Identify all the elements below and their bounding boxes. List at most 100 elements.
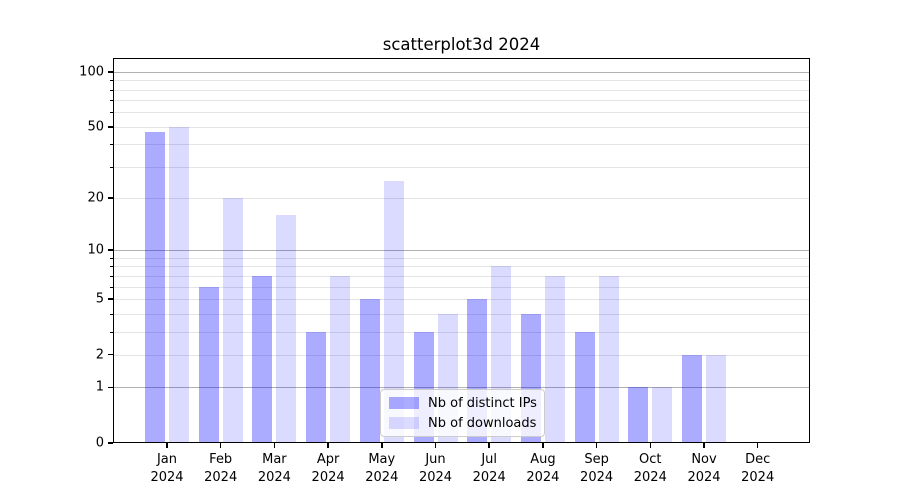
- minor-gridline: [113, 266, 810, 268]
- bar-downloads-mar: [276, 215, 297, 443]
- x-tick-label: Aug 2024: [508, 451, 578, 486]
- x-tick-label: Sep 2024: [562, 451, 632, 486]
- bar-distinct-ips-sep: [574, 331, 595, 443]
- y-tick-label: 20: [87, 190, 104, 206]
- y-tick-mark: [108, 298, 113, 300]
- legend: Nb of distinct IPs Nb of downloads: [380, 389, 545, 437]
- x-tick-label: Mar 2024: [239, 451, 309, 486]
- bar-distinct-ips-may: [359, 298, 380, 443]
- x-tick-mark: [756, 443, 759, 448]
- x-label-month: Oct: [639, 452, 662, 467]
- x-label-year: 2024: [526, 469, 560, 485]
- y-minor-tick-mark: [110, 286, 113, 288]
- x-tick-label: May 2024: [347, 451, 417, 486]
- bar-distinct-ips-nov: [682, 354, 702, 443]
- x-tick-mark: [542, 443, 544, 448]
- x-label-month: Jul: [481, 452, 498, 467]
- y-tick-label: 10: [87, 242, 104, 258]
- gridline: [113, 71, 810, 73]
- minor-gridline: [113, 257, 810, 259]
- minor-gridline: [113, 313, 810, 315]
- x-label-year: 2024: [257, 469, 291, 485]
- gridline: [113, 126, 810, 128]
- y-minor-tick-mark: [110, 166, 113, 168]
- x-tick-label: Nov 2024: [669, 451, 739, 486]
- legend-label: Nb of downloads: [428, 415, 537, 431]
- x-tick-mark: [595, 443, 598, 448]
- x-label-year: 2024: [687, 469, 721, 485]
- y-minor-tick-mark: [110, 100, 113, 102]
- x-label-year: 2024: [150, 469, 184, 485]
- bar-downloads-feb: [222, 198, 243, 443]
- y-tick-mark: [108, 386, 113, 388]
- bar-downloads-oct: [652, 387, 673, 443]
- minor-gridline: [113, 144, 810, 146]
- y-tick-label: 1: [95, 379, 104, 395]
- x-label-month: Apr: [316, 452, 340, 467]
- bar-downloads-apr: [330, 275, 351, 443]
- y-minor-tick-mark: [110, 331, 113, 333]
- legend-row: Nb of downloads: [389, 416, 536, 431]
- x-label-month: Jun: [425, 452, 446, 467]
- x-label-year: 2024: [311, 469, 345, 485]
- minor-gridline: [113, 331, 810, 333]
- x-label-year: 2024: [204, 469, 238, 485]
- bar-downloads-nov: [706, 354, 726, 443]
- y-minor-tick-mark: [110, 266, 113, 268]
- y-tick-label: 5: [95, 291, 104, 307]
- x-label-month: Sep: [584, 452, 609, 467]
- y-minor-tick-mark: [110, 275, 113, 277]
- minor-gridline: [113, 89, 810, 91]
- y-tick-label: 0: [95, 435, 104, 451]
- chart-title: scatterplot3d 2024: [382, 35, 541, 54]
- bar-distinct-ips-apr: [306, 331, 327, 443]
- gridline: [113, 250, 810, 252]
- x-tick-label: Feb 2024: [186, 451, 256, 486]
- y-tick-label: 100: [79, 64, 104, 80]
- bar-distinct-ips-feb: [198, 286, 219, 443]
- legend-row: Nb of distinct IPs: [389, 396, 537, 411]
- x-tick-label: Jul 2024: [454, 451, 524, 486]
- gridline: [113, 298, 810, 300]
- x-label-month: Aug: [530, 452, 556, 467]
- x-tick-mark: [703, 443, 705, 448]
- x-tick-label: Jan 2024: [132, 451, 202, 486]
- x-tick-mark: [273, 443, 276, 448]
- minor-gridline: [113, 100, 810, 102]
- minor-gridline: [113, 112, 810, 114]
- legend-swatch-distinct-ips: [389, 397, 419, 409]
- y-tick-mark: [108, 249, 113, 251]
- gridline: [113, 198, 810, 200]
- y-tick-mark: [108, 442, 113, 444]
- x-label-month: Mar: [262, 452, 287, 467]
- minor-gridline: [113, 275, 810, 277]
- x-label-year: 2024: [418, 469, 453, 485]
- x-tick-label: Oct 2024: [615, 451, 685, 486]
- x-tick-mark: [434, 443, 437, 448]
- x-label-month: Nov: [691, 452, 717, 467]
- x-label-year: 2024: [365, 469, 399, 485]
- x-tick-label: Jun 2024: [401, 451, 471, 486]
- y-tick-mark: [108, 353, 113, 356]
- x-label-month: Jan: [156, 452, 178, 467]
- x-label-month: May: [368, 452, 396, 467]
- y-minor-tick-mark: [110, 80, 113, 82]
- y-tick-mark: [108, 71, 113, 73]
- bar-downloads-jan: [169, 126, 189, 443]
- x-tick-mark: [649, 443, 652, 448]
- x-tick-mark: [381, 443, 383, 448]
- y-minor-tick-mark: [110, 89, 113, 91]
- x-label-year: 2024: [580, 469, 614, 485]
- bar-downloads-aug: [544, 275, 565, 443]
- bar-downloads-may: [383, 180, 404, 443]
- y-minor-tick-mark: [110, 112, 113, 114]
- x-tick-mark: [219, 443, 222, 448]
- x-tick-label: Apr 2024: [293, 451, 363, 486]
- x-label-month: Dec: [745, 452, 771, 467]
- x-tick-mark: [166, 443, 168, 448]
- gridline: [113, 387, 810, 389]
- y-tick-mark: [108, 197, 113, 199]
- minor-gridline: [113, 286, 810, 288]
- gridline: [113, 354, 810, 356]
